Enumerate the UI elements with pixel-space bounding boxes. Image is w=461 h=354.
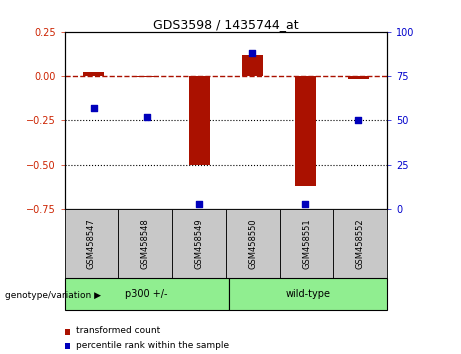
- Bar: [242, 55, 263, 76]
- Text: GSM458550: GSM458550: [248, 218, 257, 269]
- Text: wild-type: wild-type: [285, 289, 331, 299]
- Point: [143, 114, 150, 120]
- Bar: [118, 209, 172, 278]
- Text: genotype/variation ▶: genotype/variation ▶: [5, 291, 100, 300]
- Text: p300 +/-: p300 +/-: [125, 289, 168, 299]
- Bar: [280, 209, 333, 278]
- Text: GSM458552: GSM458552: [356, 218, 365, 269]
- Text: GSM458551: GSM458551: [302, 218, 311, 269]
- Bar: [65, 209, 118, 278]
- Bar: [65, 278, 229, 310]
- Bar: [189, 76, 210, 165]
- Bar: [229, 278, 387, 310]
- Text: GSM458547: GSM458547: [87, 218, 96, 269]
- Point: [196, 201, 203, 206]
- Bar: [348, 76, 369, 79]
- Point: [301, 201, 309, 206]
- Bar: [172, 209, 226, 278]
- Bar: [136, 76, 157, 77]
- Point: [355, 118, 362, 123]
- Text: GSM458548: GSM458548: [141, 218, 150, 269]
- Bar: [295, 76, 316, 186]
- Bar: [226, 209, 280, 278]
- Point: [90, 105, 97, 111]
- Text: GSM458549: GSM458549: [195, 218, 203, 269]
- Point: [248, 50, 256, 56]
- Text: transformed count: transformed count: [76, 326, 160, 336]
- Bar: [333, 209, 387, 278]
- Bar: [83, 72, 104, 76]
- Title: GDS3598 / 1435744_at: GDS3598 / 1435744_at: [153, 18, 299, 31]
- Text: percentile rank within the sample: percentile rank within the sample: [76, 341, 229, 350]
